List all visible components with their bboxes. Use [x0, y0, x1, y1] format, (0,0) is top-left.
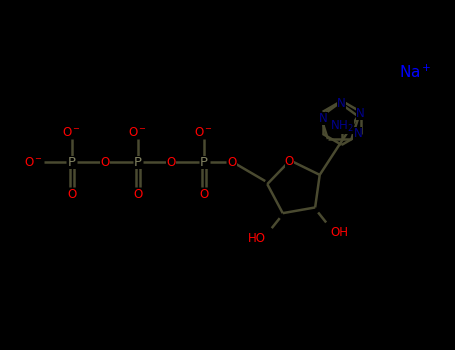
Text: P: P — [200, 155, 208, 168]
Text: OH: OH — [330, 226, 348, 239]
Text: N: N — [356, 107, 365, 120]
Text: HO: HO — [248, 232, 266, 245]
Text: N: N — [319, 112, 328, 125]
Text: O: O — [284, 155, 294, 168]
Text: O: O — [67, 188, 76, 201]
Text: P: P — [134, 155, 142, 168]
Text: O: O — [228, 155, 237, 168]
Text: N: N — [354, 127, 362, 140]
Text: NH$_2$: NH$_2$ — [330, 119, 354, 134]
Text: O$^-$: O$^-$ — [62, 126, 81, 139]
Text: O: O — [167, 155, 176, 168]
Text: O$^-$: O$^-$ — [128, 126, 147, 139]
Text: P: P — [68, 155, 76, 168]
Text: O: O — [199, 188, 209, 201]
Text: O: O — [133, 188, 142, 201]
Text: N: N — [337, 97, 346, 110]
Text: O$^-$: O$^-$ — [25, 155, 44, 168]
Text: O$^-$: O$^-$ — [194, 126, 213, 139]
Text: O: O — [101, 155, 110, 168]
Text: Na$^+$: Na$^+$ — [399, 63, 431, 80]
